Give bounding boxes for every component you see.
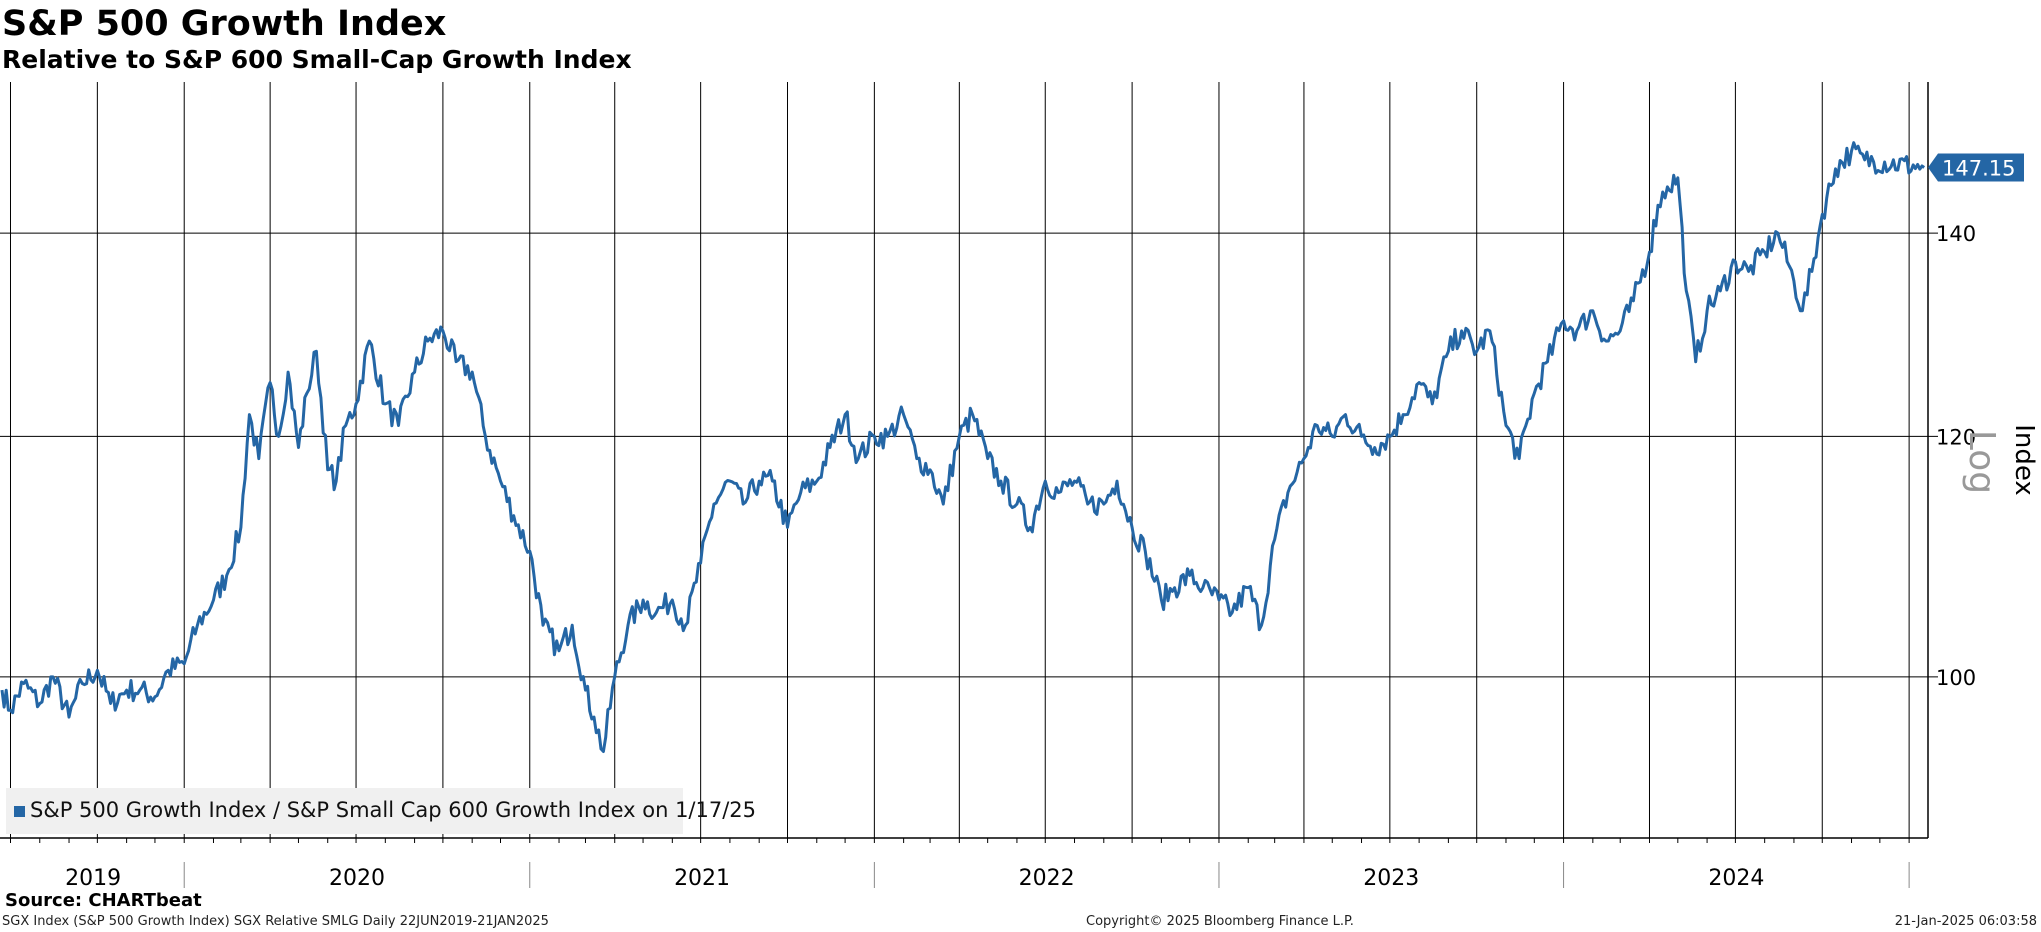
x-tick-label: 2020	[329, 866, 385, 891]
y-tick-label: 140	[1936, 222, 1976, 246]
y-axis-label: Index	[2009, 424, 2039, 496]
timestamp: 21-Jan-2025 06:03:58	[1894, 914, 2037, 929]
legend-label: S&P 500 Growth Index / S&P Small Cap 600…	[30, 798, 757, 822]
legend-swatch	[14, 806, 25, 817]
series-line	[0, 141, 1926, 753]
chart-subtitle: Relative to S&P 600 Small-Cap Growth Ind…	[2, 45, 632, 74]
y-scale-label: Log	[1961, 430, 2002, 494]
x-tick-label: 2024	[1708, 866, 1764, 891]
x-tick-label: 2019	[65, 866, 121, 891]
last-value-label: 147.15	[1942, 156, 2015, 180]
y-tick-label: 120	[1936, 425, 1976, 449]
series-description: SGX Index (S&P 500 Growth Index) SGX Rel…	[2, 914, 549, 929]
copyright: Copyright© 2025 Bloomberg Finance L.P.	[1086, 914, 1354, 929]
legend: S&P 500 Growth Index / S&P Small Cap 600…	[6, 788, 756, 834]
y-tick-label: 100	[1936, 666, 1976, 690]
source-label: Source: CHARTbeat	[5, 890, 202, 911]
x-tick-label: 2023	[1363, 866, 1419, 891]
x-tick-label: 2022	[1019, 866, 1075, 891]
last-value-tag: 147.15	[1928, 153, 2024, 182]
x-tick-label: 2021	[674, 866, 730, 891]
chart-title: S&P 500 Growth Index	[2, 4, 447, 44]
last-value-badge	[1928, 153, 2024, 182]
